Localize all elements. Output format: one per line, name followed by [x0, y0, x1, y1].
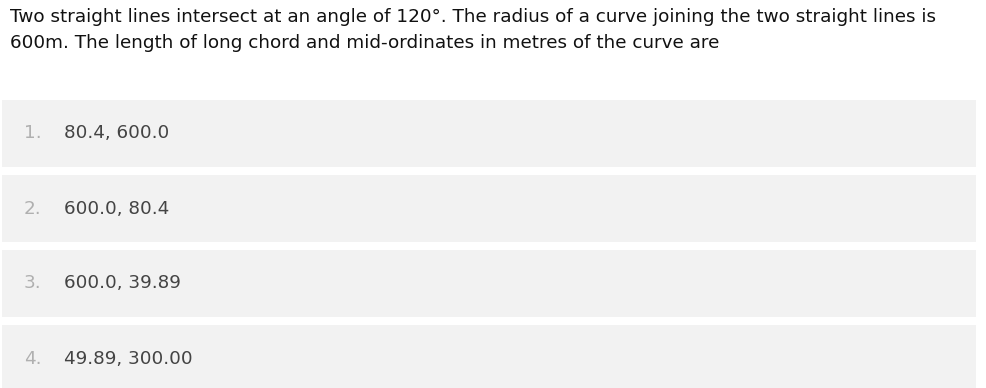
Text: 4.: 4.	[24, 350, 41, 367]
Text: 600.0, 39.89: 600.0, 39.89	[64, 274, 180, 293]
Text: 600.0, 80.4: 600.0, 80.4	[64, 199, 170, 218]
Text: 2.: 2.	[24, 199, 41, 218]
Bar	[2, 250, 976, 317]
Bar	[2, 100, 976, 167]
Text: Two straight lines intersect at an angle of 120°. The radius of a curve joining : Two straight lines intersect at an angle…	[10, 8, 936, 52]
Text: 49.89, 300.00: 49.89, 300.00	[64, 350, 192, 367]
Text: 3.: 3.	[24, 274, 41, 293]
Bar	[2, 175, 976, 242]
Text: 1.: 1.	[24, 125, 41, 142]
Bar	[2, 325, 976, 388]
Text: 80.4, 600.0: 80.4, 600.0	[64, 125, 170, 142]
